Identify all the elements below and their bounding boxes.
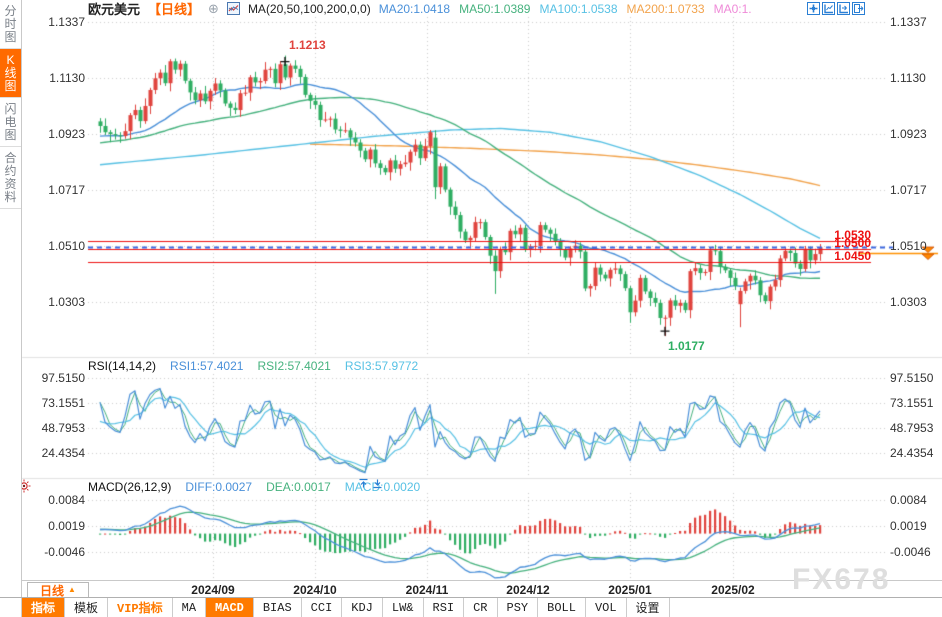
pane-collapse-icon[interactable]	[372, 476, 383, 494]
sidebar-item-shandiantu[interactable]: 闪电图	[0, 98, 21, 147]
main-y-tick-right: 1.0303	[890, 295, 927, 309]
ma-value-2: MA100:1.0538	[539, 1, 618, 16]
export-chart-icon[interactable]	[852, 2, 865, 15]
triangle-up-icon: ▲	[68, 585, 76, 594]
macd-y-tick-right: 0.0019	[890, 519, 927, 533]
macd-readings: DIFF:0.0027 DEA:0.0017 MACD:0.0020	[185, 480, 420, 494]
level-line-label: 1.0450	[834, 249, 871, 264]
main-y-tick-left: 1.0923	[48, 127, 85, 142]
chart-tool-buttons	[807, 2, 865, 15]
macd-y-tick-right: 0.0084	[890, 493, 927, 507]
macd-y-tick-left: 0.0019	[48, 519, 85, 533]
rsi-y-tick-left: 73.1551	[41, 396, 85, 410]
toolbar-tab-ma[interactable]: MA	[173, 598, 207, 617]
period-selector[interactable]: 日线 ▲	[27, 582, 89, 598]
rsi-pane-header: RSI(14,14,2) RSI1:57.4021 RSI2:57.4021 RSI…	[88, 359, 418, 373]
macd-y-tick-left: -0.0046	[44, 545, 85, 559]
macd-title: MACD(26,12,9)	[88, 480, 172, 494]
rsi-y-tick-right: 24.4354	[890, 446, 934, 460]
ma-value-0: MA20:1.0418	[378, 1, 451, 16]
sidebar-item-fenshitu[interactable]: 分时图	[0, 0, 21, 49]
axis-scale-icon[interactable]	[822, 2, 835, 15]
x-axis-row	[22, 580, 942, 597]
rsi-reading-2: RSI3:57.9772	[344, 359, 419, 373]
rsi-y-tick-left: 24.4354	[41, 446, 85, 460]
toolbar-tab-zhibiao[interactable]: 指标	[22, 598, 66, 617]
ma-values: MA20:1.0418 MA50:1.0389 MA100:1.0538 MA200:…	[379, 2, 752, 16]
x-axis-month-label: 2024/12	[506, 583, 550, 597]
main-y-tick-right: 1.0923	[890, 127, 927, 142]
watermark: FX678	[792, 563, 891, 596]
ma-value-3: MA200:1.0733	[626, 1, 705, 16]
toolbar-tab-kdj[interactable]: KDJ	[342, 598, 383, 617]
rsi-y-tick-left: 97.5150	[41, 371, 85, 385]
main-y-tick-right: 1.0717	[890, 182, 927, 197]
macd-reading-1: DEA:0.0017	[266, 480, 331, 494]
main-y-tick-left: 1.0717	[48, 182, 85, 197]
toolbar-tab-cci[interactable]: CCI	[302, 598, 343, 617]
toolbar-tab-vol[interactable]: VOL	[586, 598, 627, 617]
toolbar-tabs: 指标 模板 VIP指标 MA MACD BIAS CCI KDJ LW& RSI CR PSY BOLL…	[22, 598, 670, 617]
macd-pane-header: MACD(26,12,9) DIFF:0.0027 DEA:0.0017 MACD:…	[88, 480, 420, 494]
toolbar-tab-cr[interactable]: CR	[464, 598, 498, 617]
toolbar-tab-macd[interactable]: MACD	[206, 598, 254, 617]
x-axis-month-label: 2024/11	[405, 583, 449, 597]
x-axis-month-label: 2025/01	[608, 583, 652, 597]
high-annotation: 1.1213	[289, 37, 326, 52]
rsi-y-tick-right: 97.5150	[890, 371, 934, 385]
toolbar-tab-rsi[interactable]: RSI	[424, 598, 465, 617]
x-axis-month-label: 2024/09	[191, 583, 235, 597]
period-selector-label: 日线	[40, 583, 65, 598]
level-line-label: 1.0500	[834, 235, 871, 250]
period-tag: 【日线】	[148, 2, 201, 17]
add-compare-icon[interactable]: ⊕	[208, 1, 219, 16]
main-y-tick-left: 1.1130	[49, 71, 85, 86]
chart-header: 欧元美元 【日线】 ⊕ MA(20,50,100,200,0,0) MA20:1…	[88, 1, 752, 18]
rsi-reading-1: RSI2:57.4021	[257, 359, 331, 373]
main-y-tick-left: 1.1337	[48, 15, 85, 29]
rsi-reading-0: RSI1:57.4021	[170, 359, 244, 373]
sidebar-item-heyueziliao[interactable]: 合约资料	[0, 147, 21, 209]
toolbar-tab-psy[interactable]: PSY	[498, 598, 539, 617]
toolbar-tab-vip[interactable]: VIP指标	[108, 598, 173, 617]
rsi-readings: RSI1:57.4021 RSI2:57.4021 RSI3:57.9772	[170, 359, 418, 373]
axis-autofit-icon[interactable]	[837, 2, 850, 15]
ma-value-1: MA50:1.0389	[459, 1, 531, 16]
pane-collapse-controls	[358, 476, 383, 494]
rsi-y-tick-left: 48.7953	[41, 421, 85, 435]
macd-reading-0: DIFF:0.0027	[185, 480, 253, 494]
rsi-y-tick-right: 73.1551	[890, 396, 934, 410]
macd-y-tick-left: 0.0084	[48, 493, 85, 507]
indicator-toolbar: 指标 模板 VIP指标 MA MACD BIAS CCI KDJ LW& RSI CR PSY BOLL…	[0, 597, 942, 617]
main-y-tick-left: 1.0303	[48, 295, 85, 309]
low-annotation: 1.0177	[668, 339, 705, 354]
main-y-tick-right: 1.0510	[890, 238, 927, 253]
chart-type-icon[interactable]	[226, 2, 240, 15]
x-axis-month-label: 2024/10	[293, 583, 337, 597]
level-line-label: 1.0530	[834, 227, 871, 242]
x-axis-month-label: 2025/02	[711, 583, 755, 597]
ma-settings-label: MA(20,50,100,200,0,0)	[247, 1, 371, 16]
toolbar-tab-bias[interactable]: BIAS	[254, 598, 302, 617]
rsi-title: RSI(14,14,2)	[88, 359, 157, 373]
main-y-tick-left: 1.0510	[48, 238, 85, 253]
pane-expand-icon[interactable]	[358, 476, 369, 494]
ma-value-4: MA0:1.	[713, 1, 752, 16]
rsi-y-tick-right: 48.7953	[890, 421, 934, 435]
macd-y-tick-right: -0.0046	[890, 545, 931, 559]
main-y-tick-right: 1.1130	[890, 71, 926, 86]
crosshair-move-icon[interactable]	[807, 2, 820, 15]
toolbar-tab-shezhi[interactable]: 设置	[627, 598, 670, 617]
toolbar-tab-boll[interactable]: BOLL	[538, 598, 586, 617]
toolbar-tab-muban[interactable]: 模板	[65, 598, 109, 617]
symbol-name: 欧元美元	[88, 2, 141, 17]
toolbar-spacer	[0, 598, 22, 617]
toolbar-tab-lw[interactable]: LW&	[383, 598, 424, 617]
main-y-tick-right: 1.1337	[890, 15, 927, 29]
